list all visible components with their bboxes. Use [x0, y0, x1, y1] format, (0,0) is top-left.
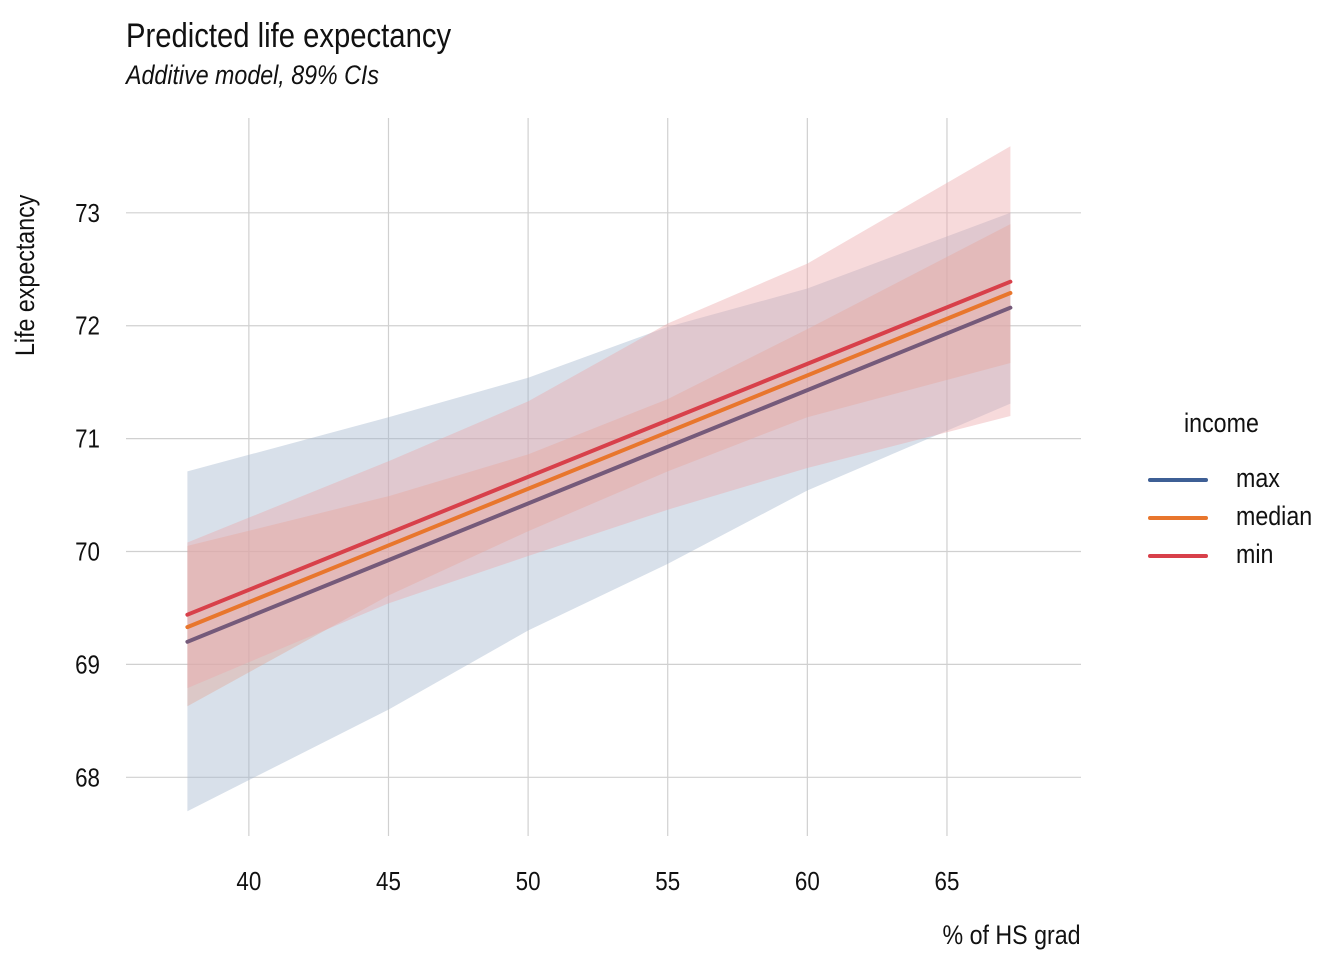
legend-key-median [1148, 516, 1208, 520]
y-tick-72: 72 [75, 312, 100, 341]
ci-ribbons [187, 146, 1011, 812]
legend-key-max [1148, 478, 1208, 482]
y-tick-69: 69 [75, 651, 100, 680]
line-median [185, 291, 1013, 630]
legend-item-min: min [1146, 536, 1344, 574]
y-tick-73: 73 [75, 199, 100, 228]
legend-title: income [1184, 408, 1259, 438]
x-tick-40: 40 [236, 867, 261, 896]
grid-lines [126, 118, 1081, 836]
line-min [185, 279, 1013, 617]
x-axis-label: % of HS grad [942, 920, 1081, 950]
x-tick-50: 50 [516, 867, 541, 896]
ribbon-median [187, 224, 1011, 707]
legend-item-median: median [1146, 498, 1344, 536]
legend-label-min: min [1236, 539, 1274, 569]
x-tick-45: 45 [376, 867, 401, 896]
ribbon-max [187, 212, 1011, 812]
x-tick-55: 55 [655, 867, 680, 896]
y-tick-70: 70 [75, 538, 100, 567]
legend-key-min [1148, 554, 1208, 558]
chart-subtitle: Additive model, 89% CIs [126, 60, 379, 90]
y-tick-labels: 68 69 70 71 72 73 [75, 199, 100, 792]
x-tick-labels: 40 45 50 55 60 65 [236, 867, 959, 896]
ribbon-min [187, 146, 1011, 689]
x-tick-65: 65 [935, 867, 960, 896]
legend-item-max: max [1146, 460, 1344, 498]
legend-label-max: max [1236, 463, 1280, 493]
line-max [185, 305, 1013, 644]
x-tick-60: 60 [795, 867, 820, 896]
y-tick-71: 71 [75, 425, 100, 454]
prediction-lines [185, 279, 1013, 644]
legend-label-median: median [1236, 501, 1313, 531]
chart-title: Predicted life expectancy [126, 17, 452, 55]
y-tick-68: 68 [75, 764, 100, 793]
